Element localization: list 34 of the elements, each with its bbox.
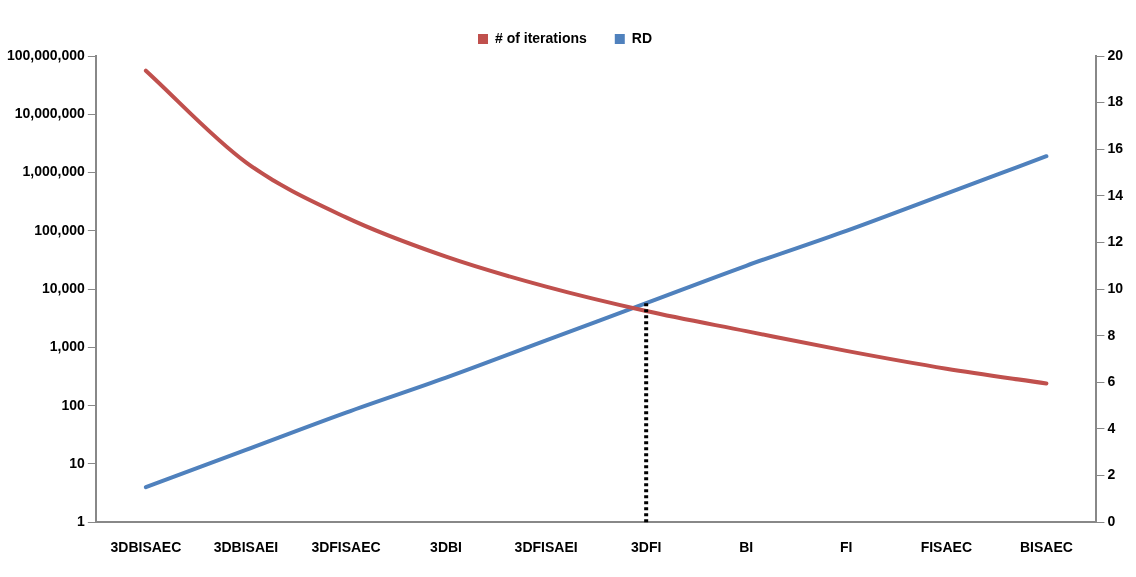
- y2-tick-label: 10: [1107, 279, 1124, 296]
- y2-tick-label: 0: [1107, 513, 1116, 530]
- y2-tick-label: 14: [1107, 186, 1124, 203]
- x-tick-label: FISAEC: [920, 539, 973, 556]
- y-tick-label: 10: [69, 454, 86, 471]
- y2-tick-label: 4: [1107, 419, 1116, 436]
- line-series: [143, 154, 1049, 490]
- x-tick-label: 3DFI: [631, 539, 662, 556]
- x-tick-label: 3DBI: [430, 539, 463, 556]
- x-tick-label: 3DFISAEC: [311, 539, 381, 556]
- y2-tick-label: 12: [1107, 233, 1124, 250]
- line-series: [143, 68, 1049, 386]
- y-tick-label: 100: [61, 396, 86, 413]
- x-tick-label: BI: [739, 539, 754, 556]
- y-tick-label: 10,000,000: [14, 105, 86, 122]
- y2-tick-label: 8: [1107, 326, 1116, 343]
- y-tick-label: 100,000: [34, 221, 86, 238]
- x-tick-label: FI: [840, 539, 853, 556]
- y2-tick-label: 2: [1107, 466, 1116, 483]
- x-tick-label: 3DFISAEI: [514, 539, 578, 556]
- y2-tick-label: 20: [1107, 46, 1124, 63]
- y-tick-label: 1,000: [49, 338, 86, 355]
- y-tick-label: 1: [77, 513, 86, 530]
- y-tick-label: 10,000: [42, 279, 86, 296]
- y-tick-label: 100,000,000: [7, 46, 86, 63]
- x-tick-label: 3DBISAEC: [110, 539, 182, 556]
- x-tick-label: BISAEC: [1019, 539, 1073, 556]
- y-tick-label: 1,000,000: [22, 163, 86, 180]
- y2-tick-label: 6: [1107, 373, 1116, 390]
- legend-label: RD: [631, 29, 653, 46]
- y2-tick-label: 16: [1107, 140, 1124, 157]
- x-tick-label: 3DBISAEI: [213, 539, 279, 556]
- legend-label: # of iterations: [494, 29, 587, 46]
- y2-tick-label: 18: [1107, 93, 1124, 110]
